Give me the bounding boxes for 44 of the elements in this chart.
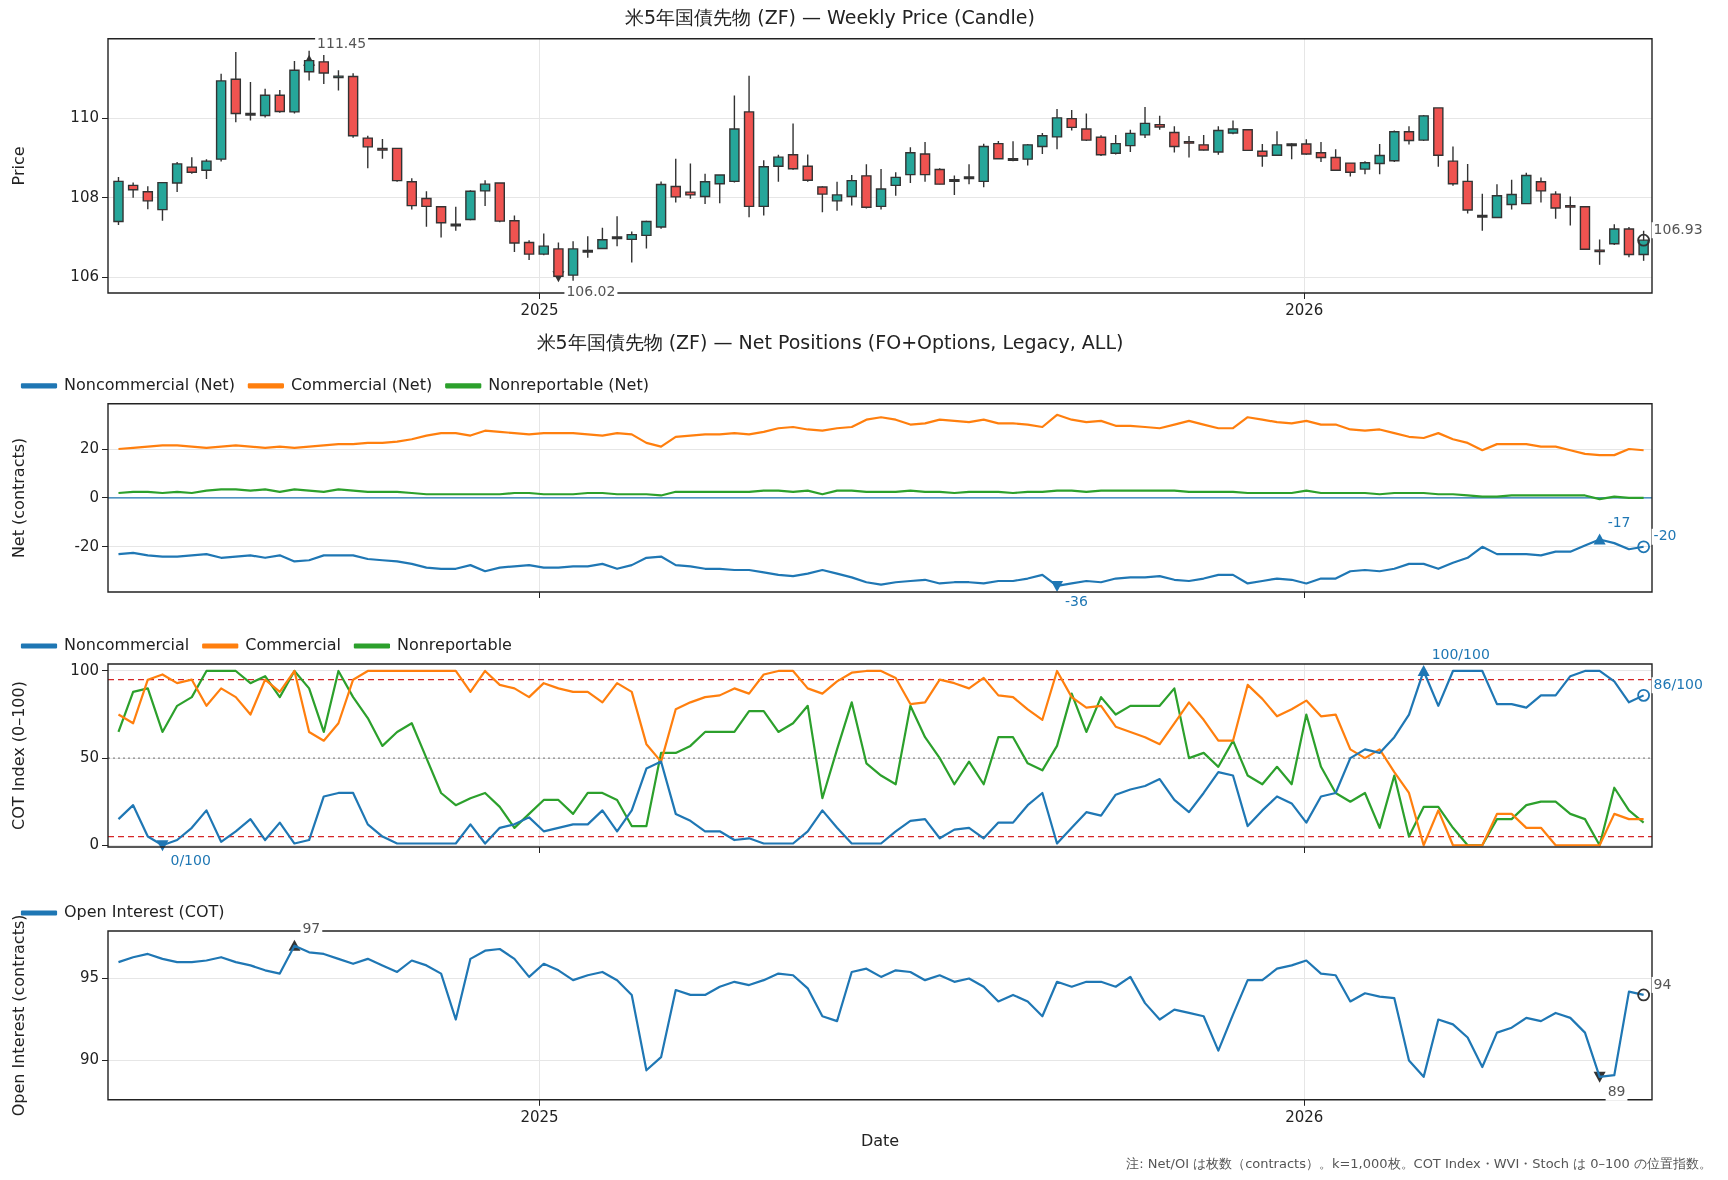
y-tick-label: 90 xyxy=(79,1050,99,1069)
x-tick-label: 2026 xyxy=(1285,300,1324,319)
annotation: 111.45 xyxy=(317,35,367,52)
y-axis-title: Price xyxy=(8,146,28,186)
legend-label: Noncommercial (Net) xyxy=(64,374,235,394)
y-tick-label: 100 xyxy=(70,660,99,679)
legend-label: Commercial (Net) xyxy=(290,374,433,394)
y-tick-label: 0 xyxy=(89,835,99,854)
y-tick-label: 0 xyxy=(89,487,99,506)
y-tick-label: -20 xyxy=(74,536,99,555)
x-tick-label: 2026 xyxy=(1285,1107,1324,1126)
y-tick-label: 50 xyxy=(79,748,99,766)
point xyxy=(1637,688,1651,702)
y-axis-title: Open Interest (contracts) xyxy=(8,914,28,1117)
y-axis-title: COT Index (0–100) xyxy=(8,681,28,830)
annotation: -17 xyxy=(1607,514,1631,531)
legend-label: Open Interest (COT) xyxy=(64,902,225,922)
annotation: 97 xyxy=(302,920,321,937)
legend-label: Nonreportable (Net) xyxy=(488,374,649,394)
legend-label: Commercial xyxy=(245,635,341,655)
annotation: -36 xyxy=(1065,592,1088,609)
chart-title: 米5年国債先物 (ZF) — Net Positions (FO+Options, Legacy, ALL) xyxy=(536,331,1124,354)
chart-title: 米5年国債先物 (ZF) — Weekly Price (Candle) xyxy=(625,6,1035,29)
x-tick-label: 2025 xyxy=(520,300,559,319)
x-tick-label: 2025 xyxy=(520,1107,559,1126)
annotation: 89 xyxy=(1607,1083,1626,1100)
x-axis-title: Date xyxy=(860,1130,900,1150)
y-tick-label: 108 xyxy=(70,187,99,206)
annotation: 86/100 xyxy=(1653,676,1703,693)
legend-label: Noncommercial xyxy=(64,635,190,655)
y-tick-label: 95 xyxy=(79,968,99,987)
annotation: 0/100 xyxy=(170,851,211,868)
text: 注: Net/OI は枚数（contracts）。k=1,000枚。COT Index・WVI・Stoch は 0–100 の位置指数。 xyxy=(1125,1155,1713,1173)
annotation: 100/100 xyxy=(1431,645,1490,662)
y-axis-title: Net (contracts) xyxy=(8,437,28,559)
annotation: -20 xyxy=(1653,527,1677,544)
y-tick-label: 106 xyxy=(70,267,99,285)
point xyxy=(1637,540,1651,554)
annotation: 106.93 xyxy=(1653,220,1703,237)
legend-label: Nonreportable xyxy=(396,635,512,655)
annotation: 106.02 xyxy=(566,282,616,299)
y-tick-label: 20 xyxy=(79,438,99,457)
annotation: 94 xyxy=(1653,975,1672,992)
y-tick-label: 110 xyxy=(70,108,99,127)
